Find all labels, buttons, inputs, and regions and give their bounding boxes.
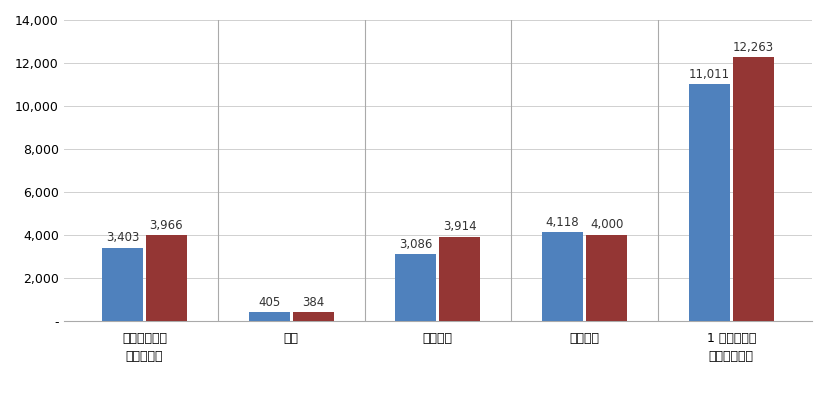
Text: 12,263: 12,263 (733, 41, 774, 54)
Text: 11,011: 11,011 (689, 68, 730, 81)
Bar (102, 247, 143, 321)
Bar (395, 254, 437, 321)
Text: 405: 405 (258, 296, 280, 309)
Bar (733, 57, 774, 321)
Text: 384: 384 (302, 296, 324, 309)
Text: 3,086: 3,086 (399, 238, 433, 251)
Text: 3,403: 3,403 (106, 231, 139, 244)
Text: 3,966: 3,966 (150, 219, 184, 232)
Bar (293, 312, 334, 321)
Bar (249, 312, 289, 321)
Text: 3,914: 3,914 (443, 220, 476, 233)
Text: 4,118: 4,118 (546, 216, 580, 229)
Bar (689, 84, 730, 321)
Bar (439, 237, 480, 321)
Bar (542, 232, 583, 321)
Text: 4,000: 4,000 (590, 219, 624, 231)
Bar (586, 235, 627, 321)
Bar (146, 236, 187, 321)
